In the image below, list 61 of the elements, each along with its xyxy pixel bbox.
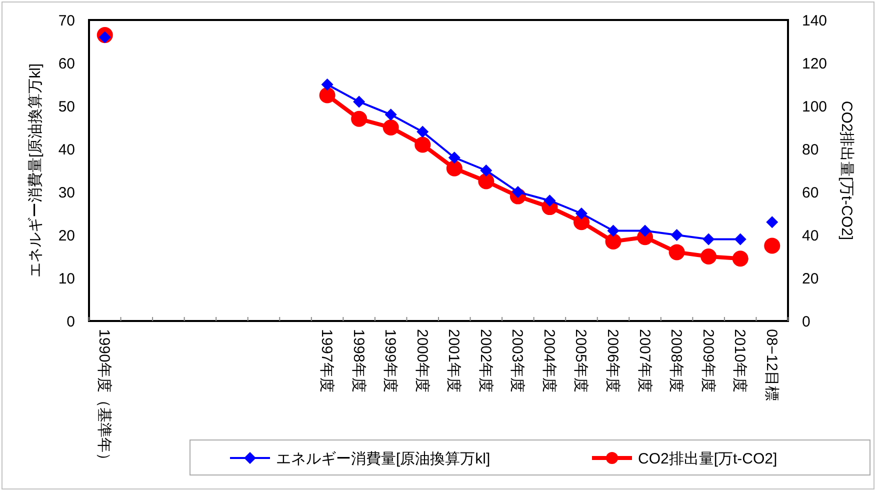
legend-label: CO2排出量[万t-CO2] xyxy=(638,450,778,468)
point xyxy=(382,120,399,136)
y-axis-title: エネルギー消費量[原油換算万kl] xyxy=(27,63,44,278)
point xyxy=(416,126,429,138)
y2-tick-label: 60 xyxy=(802,184,819,202)
point xyxy=(764,238,780,254)
x-tick-label: 2001年度 xyxy=(445,329,462,392)
point xyxy=(384,108,397,121)
point xyxy=(732,250,748,267)
point xyxy=(351,110,368,127)
point xyxy=(478,173,494,190)
y2-tick-label: 140 xyxy=(802,12,828,30)
point xyxy=(353,96,366,108)
y2-tick-label: 120 xyxy=(802,55,828,72)
point xyxy=(605,233,622,250)
x-tick-label: 2009年度 xyxy=(699,329,716,392)
y-tick-label: 10 xyxy=(58,270,75,288)
y-tick-label: 70 xyxy=(58,12,75,30)
x-tick-label: 2000年度 xyxy=(413,329,430,392)
x-tick-label: 1998年度 xyxy=(350,329,367,392)
point xyxy=(321,78,334,90)
x-tick-label: 2004年度 xyxy=(540,329,558,392)
y-tick-label: 20 xyxy=(58,227,75,244)
x-tick-label: 2008年度 xyxy=(668,329,685,392)
point xyxy=(766,216,778,228)
y-tick-label: 60 xyxy=(58,55,75,72)
y2-axis-title: CO2排出量[万t-CO2] xyxy=(838,100,855,240)
point xyxy=(446,160,462,176)
y2-tick-label: 20 xyxy=(802,270,819,288)
point xyxy=(700,248,717,264)
y2-tick-label: 0 xyxy=(802,313,810,330)
point xyxy=(319,87,336,104)
x-tick-label: 1997年度 xyxy=(318,329,336,392)
point xyxy=(639,224,652,237)
point xyxy=(480,164,492,176)
x-tick-label: 2002年度 xyxy=(476,329,494,392)
point xyxy=(575,208,588,220)
y2-tick-label: 80 xyxy=(802,141,819,158)
point xyxy=(702,233,715,246)
x-tick-label: 2005年度 xyxy=(572,329,590,392)
y-tick-label: 30 xyxy=(58,184,75,202)
x-tick-label: 08−12目標 xyxy=(762,329,780,402)
x-tick-label: 1999年度 xyxy=(382,329,399,392)
y-tick-label: 0 xyxy=(66,313,75,330)
x-tick-label: 2003年度 xyxy=(508,329,526,392)
legend-label: エネルギー消費量[原油換算万kl] xyxy=(276,450,490,468)
point xyxy=(448,152,460,164)
point xyxy=(544,194,556,207)
y2-tick-label: 100 xyxy=(802,98,828,116)
point xyxy=(670,229,683,241)
point xyxy=(668,244,685,260)
x-tick-label: 2010年度 xyxy=(731,329,748,392)
point xyxy=(607,224,620,237)
x-tick-label: 2006年度 xyxy=(604,329,621,392)
y-tick-label: 50 xyxy=(58,98,75,116)
y-tick-label: 40 xyxy=(58,141,75,158)
x-tick-label: 2007年度 xyxy=(636,329,653,392)
point xyxy=(414,136,431,153)
x-tick-label: 1990年度（基準年） xyxy=(96,329,113,468)
point xyxy=(734,233,746,246)
y2-tick-label: 40 xyxy=(802,227,819,244)
